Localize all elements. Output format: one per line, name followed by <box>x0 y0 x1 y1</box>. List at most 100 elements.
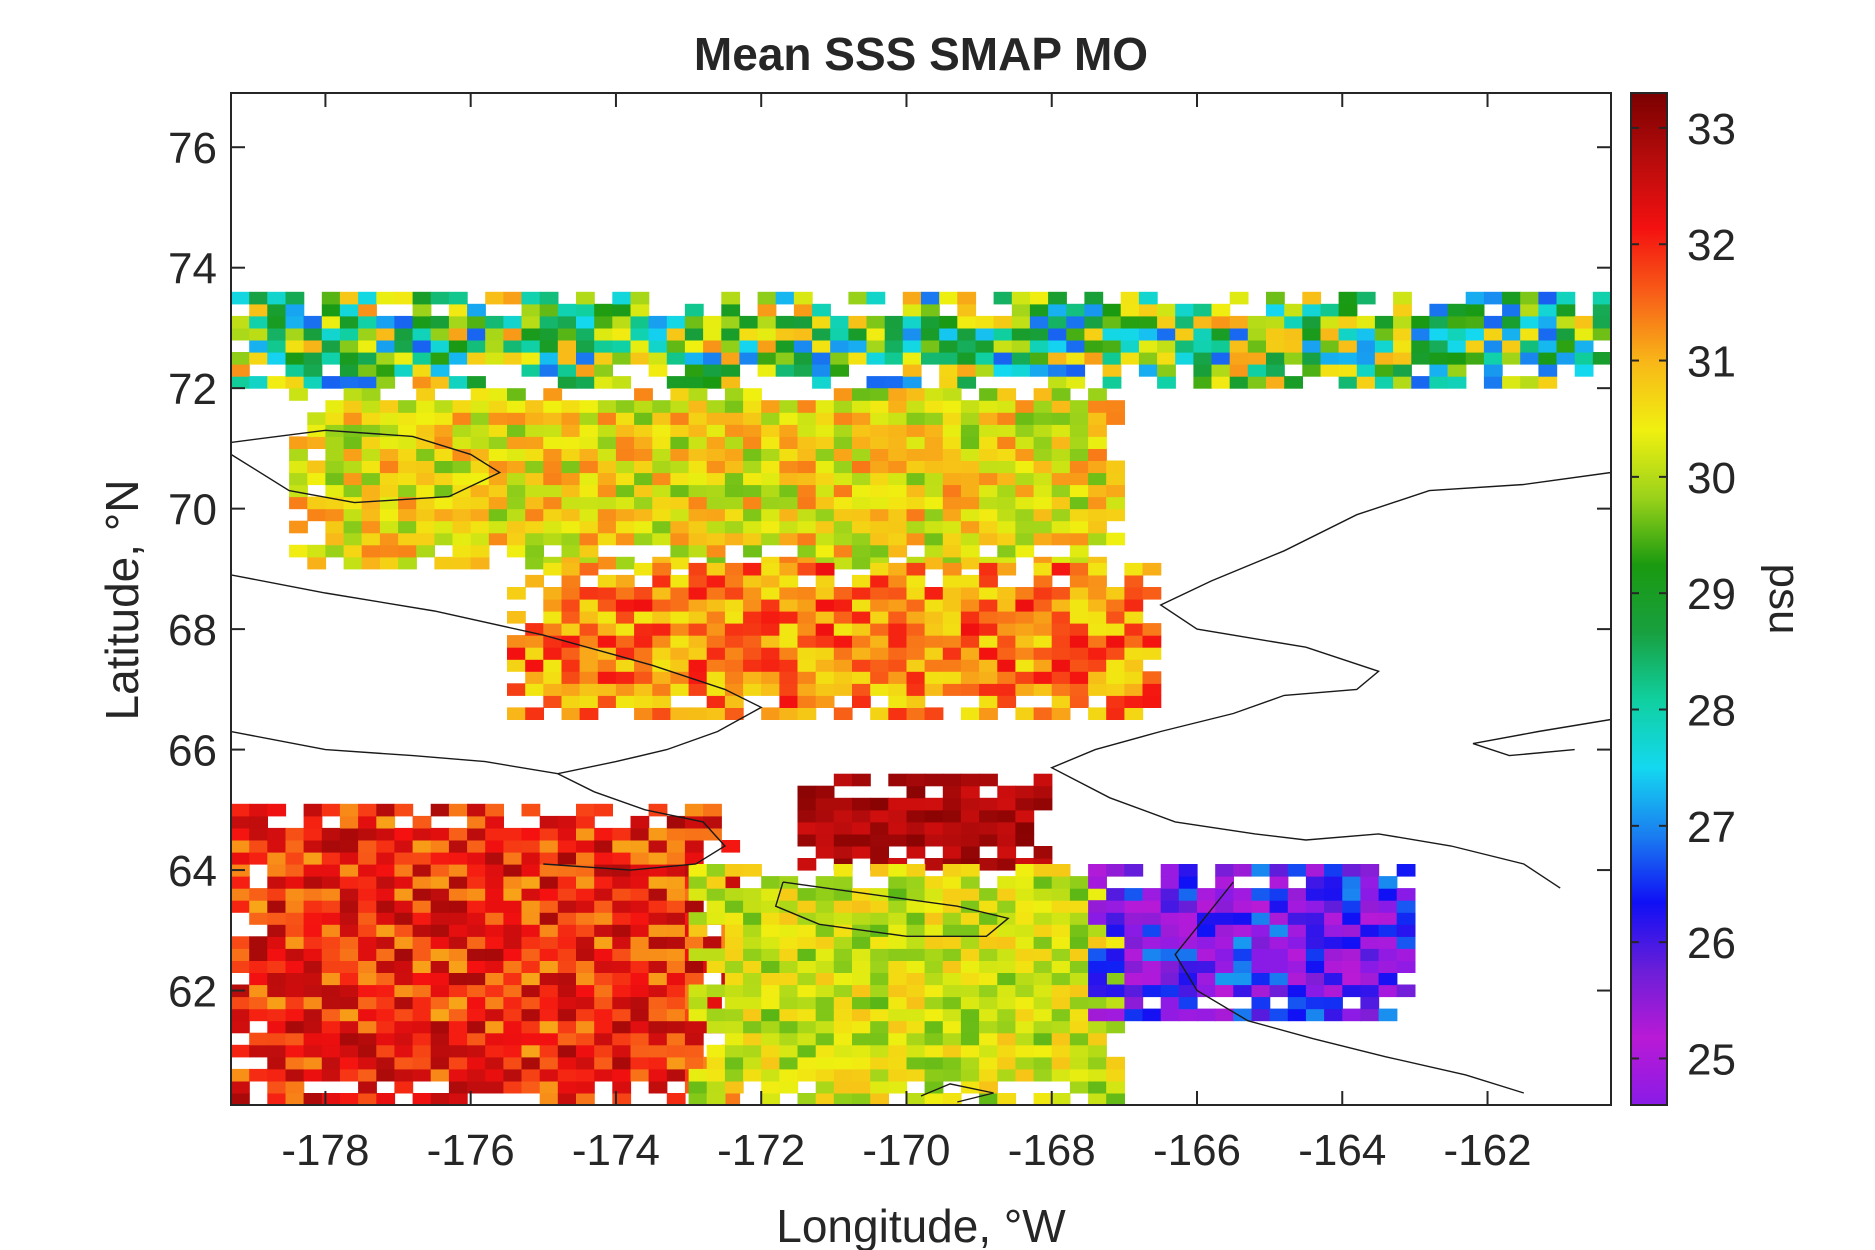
heatmap-cell <box>761 424 780 437</box>
heatmap-cell <box>706 876 726 889</box>
heatmap-cell <box>343 484 363 498</box>
heatmap-cell <box>852 1080 871 1094</box>
heatmap-cell <box>942 424 962 437</box>
heatmap-cell <box>979 1032 998 1046</box>
heatmap-cell <box>615 599 635 612</box>
heatmap-cell <box>321 1093 341 1105</box>
heatmap-cell <box>412 1020 432 1034</box>
heatmap-cell <box>379 400 399 413</box>
heatmap-cell <box>339 803 359 817</box>
heatmap-cell <box>1320 303 1340 317</box>
heatmap-cell <box>960 707 980 720</box>
heatmap-cell <box>706 508 726 522</box>
heatmap-cell <box>576 1093 595 1105</box>
heatmap-cell <box>267 888 287 901</box>
heatmap-cell <box>358 352 377 365</box>
heatmap-cell <box>615 436 635 449</box>
heatmap-cell <box>1284 315 1303 329</box>
heatmap-cell <box>960 984 980 998</box>
heatmap-cell <box>358 912 377 925</box>
heatmap-cell <box>630 936 650 949</box>
heatmap-cell <box>924 888 944 901</box>
heatmap-cell <box>979 562 998 576</box>
heatmap-cell <box>561 599 581 612</box>
heatmap-cell <box>706 599 726 612</box>
heatmap-cell <box>339 948 359 961</box>
heatmap-cell <box>997 1020 1017 1034</box>
x-tick-label: -172 <box>717 1126 805 1175</box>
heatmap-cell <box>997 1044 1017 1058</box>
heatmap-cell <box>557 827 577 841</box>
heatmap-cell <box>594 303 613 317</box>
heatmap-cell <box>1396 960 1416 973</box>
heatmap-cell <box>870 1032 889 1046</box>
heatmap-cell <box>597 472 617 486</box>
heatmap-cell <box>594 827 613 841</box>
heatmap-cell <box>942 388 962 401</box>
heatmap-cell <box>666 327 686 341</box>
heatmap-cell <box>906 948 926 961</box>
heatmap-cell <box>1033 574 1053 588</box>
heatmap-cell <box>398 508 417 522</box>
heatmap-cell <box>870 599 889 612</box>
heatmap-cell <box>579 544 599 558</box>
heatmap-cell <box>924 1093 944 1105</box>
heatmap-cell <box>525 472 544 486</box>
heatmap-cell <box>648 984 668 998</box>
heatmap-cell <box>488 472 508 486</box>
heatmap-cell <box>743 400 762 413</box>
heatmap-cell <box>1287 864 1307 877</box>
heatmap-cell <box>561 400 581 413</box>
heatmap-cell <box>339 1044 359 1058</box>
heatmap-cell <box>1574 340 1594 353</box>
heatmap-cell <box>924 460 944 474</box>
heatmap-cell <box>416 400 435 413</box>
heatmap-cell <box>597 623 617 636</box>
heatmap-cell <box>561 695 581 708</box>
heatmap-cell <box>670 599 690 612</box>
heatmap-cell <box>579 599 599 612</box>
heatmap-cell <box>325 436 345 449</box>
heatmap-cell <box>249 948 268 961</box>
heatmap-cell <box>521 996 541 1010</box>
heatmap-cell <box>485 1068 504 1082</box>
heatmap-cell <box>1342 984 1362 998</box>
heatmap-cell <box>1447 303 1467 317</box>
heatmap-cell <box>1324 924 1343 937</box>
heatmap-cell <box>412 1032 432 1046</box>
heatmap-cell <box>960 1032 980 1046</box>
heatmap-cell <box>339 303 359 317</box>
heatmap-cell <box>902 340 922 353</box>
heatmap-cell <box>430 996 450 1010</box>
heatmap-cell <box>797 821 817 835</box>
heatmap-cell <box>833 846 853 859</box>
heatmap-cell <box>339 900 359 913</box>
heatmap-cell <box>797 562 817 576</box>
heatmap-cell <box>521 924 541 937</box>
heatmap-cell <box>888 611 908 624</box>
heatmap-cell <box>267 340 287 353</box>
heatmap-cell <box>576 840 595 853</box>
heatmap-cell <box>1033 1032 1053 1046</box>
heatmap-cell <box>888 972 908 986</box>
heatmap-cell <box>507 659 526 672</box>
heatmap-cell <box>1396 864 1416 877</box>
heatmap-cell <box>1360 864 1380 877</box>
heatmap-cell <box>797 1068 817 1082</box>
heatmap-cell <box>815 972 835 986</box>
heatmap-cell <box>594 984 613 998</box>
heatmap-cell <box>1088 996 1107 1010</box>
heatmap-cell <box>576 803 595 817</box>
heatmap-cell <box>797 460 817 474</box>
heatmap-cell <box>412 352 432 365</box>
heatmap-cell <box>267 376 287 389</box>
heatmap-cell <box>594 840 613 853</box>
heatmap-cell <box>870 412 889 425</box>
heatmap-cell <box>833 912 853 925</box>
heatmap-cell <box>358 996 377 1010</box>
heatmap-cell <box>1556 352 1576 365</box>
heatmap-cell <box>1033 400 1053 413</box>
heatmap-cell <box>1266 364 1285 377</box>
heatmap-cell <box>815 448 835 461</box>
heatmap-cell <box>448 352 468 365</box>
